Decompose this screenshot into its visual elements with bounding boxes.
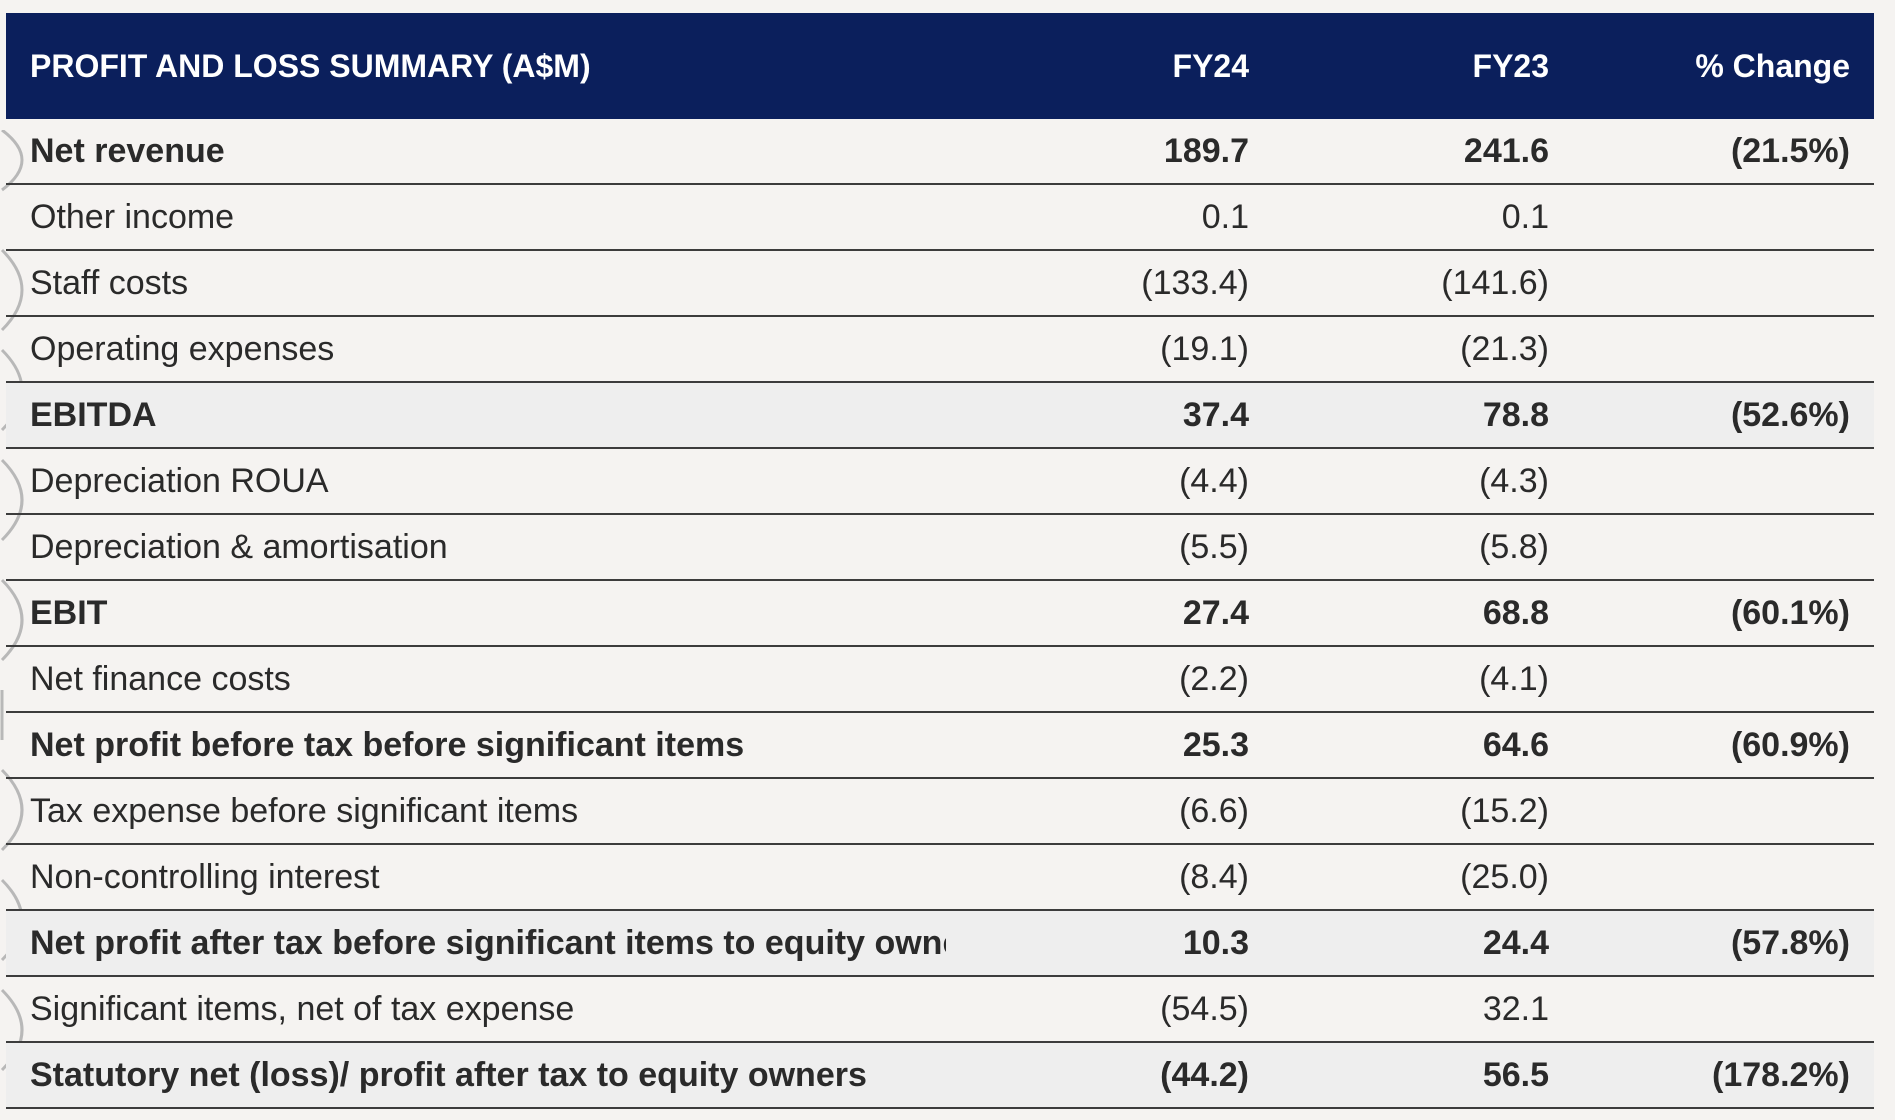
row-fy24: (54.5) [1160,989,1249,1028]
row-change: (57.8%) [1730,923,1850,962]
row-fy23: (15.2) [1460,791,1549,830]
table-row: Depreciation ROUA (4.4) (4.3) [6,449,1874,515]
row-fy24: (19.1) [1160,329,1249,368]
row-fy23: 241.6 [1463,131,1549,170]
row-fy24: 0.1 [1201,197,1249,236]
row-label: Tax expense before significant items [30,791,579,830]
row-fy23: (5.8) [1479,527,1549,566]
row-label: Depreciation ROUA [30,461,329,500]
row-label: Statutory net (loss)/ profit after tax t… [30,1055,867,1094]
row-change: (178.2%) [1712,1055,1850,1094]
row-fy24: (133.4) [1141,263,1249,302]
table-row: Statutory net (loss)/ profit after tax t… [6,1043,1874,1109]
header-fy24: FY24 [1172,47,1249,84]
row-fy24: 27.4 [1182,593,1249,632]
row-label: Other income [30,197,235,236]
header-label: PROFIT AND LOSS SUMMARY (A$M) [30,47,591,84]
row-label: Non-controlling interest [30,857,380,896]
table-row: Net revenue 189.7 241.6 (21.5%) [6,119,1874,185]
table-row: Net finance costs (2.2) (4.1) [6,647,1874,713]
row-fy24: 25.3 [1182,725,1249,764]
row-fy24: (44.2) [1160,1055,1249,1094]
row-label: Staff costs [30,263,189,302]
row-fy24: (2.2) [1179,659,1249,698]
row-fy24: (6.6) [1179,791,1249,830]
row-label: Net finance costs [30,659,291,698]
row-change: (60.1%) [1730,593,1850,632]
row-fy23: 68.8 [1482,593,1549,632]
row-fy23: 56.5 [1482,1055,1549,1094]
row-label: Depreciation & amortisation [30,527,448,566]
row-fy23: 0.1 [1501,197,1549,236]
table-row: Depreciation & amortisation (5.5) (5.8) [6,515,1874,581]
row-fy23: (141.6) [1441,263,1549,302]
header-change: % Change [1695,47,1850,84]
table-row: Net profit before tax before significant… [6,713,1874,779]
table-row: Other income 0.1 0.1 [6,185,1874,251]
row-label: Significant items, net of tax expense [30,989,575,1028]
row-label: Net revenue [30,131,225,170]
row-label: EBITDA [30,395,157,434]
row-fy23: 64.6 [1482,725,1549,764]
table-row: EBIT 27.4 68.8 (60.1%) [6,581,1874,647]
table-body: Net revenue 189.7 241.6 (21.5%) Other income… [6,119,1874,1109]
table-row: Tax expense before significant items (6.6… [6,779,1874,845]
table-row: Operating expenses (19.1) (21.3) [6,317,1874,383]
row-change: (60.9%) [1730,725,1850,764]
row-fy23: (4.3) [1479,461,1549,500]
profit-loss-table: PROFIT AND LOSS SUMMARY (A$M) FY24 FY23 … [6,13,1874,1109]
table-header: PROFIT AND LOSS SUMMARY (A$M) FY24 FY23 … [6,13,1874,119]
row-fy24: (8.4) [1179,857,1249,896]
row-fy24: 10.3 [1182,923,1249,962]
table-row: Net profit after tax before significant … [6,911,1874,977]
row-label: Operating expenses [30,329,335,368]
row-fy24: 189.7 [1163,131,1249,170]
table-row: EBITDA 37.4 78.8 (52.6%) [6,383,1874,449]
row-change: (52.6%) [1730,395,1850,434]
row-fy23: (21.3) [1460,329,1549,368]
table-row: Staff costs (133.4) (141.6) [6,251,1874,317]
row-fy23: 32.1 [1482,989,1549,1028]
row-change: (21.5%) [1730,131,1850,170]
row-fy24: (5.5) [1179,527,1249,566]
header-fy23: FY23 [1472,47,1549,84]
row-label: Net profit before tax before significant… [30,725,745,764]
row-fy23: 24.4 [1482,923,1549,962]
row-label: Net profit after tax before significant … [30,923,946,962]
row-fy23: (25.0) [1460,857,1549,896]
row-fy23: (4.1) [1479,659,1549,698]
row-fy24: 37.4 [1182,395,1249,434]
row-fy24: (4.4) [1179,461,1249,500]
table-row: Significant items, net of tax expense (54… [6,977,1874,1043]
table-row: Non-controlling interest (8.4) (25.0) [6,845,1874,911]
row-label: EBIT [30,593,108,632]
row-fy23: 78.8 [1482,395,1549,434]
